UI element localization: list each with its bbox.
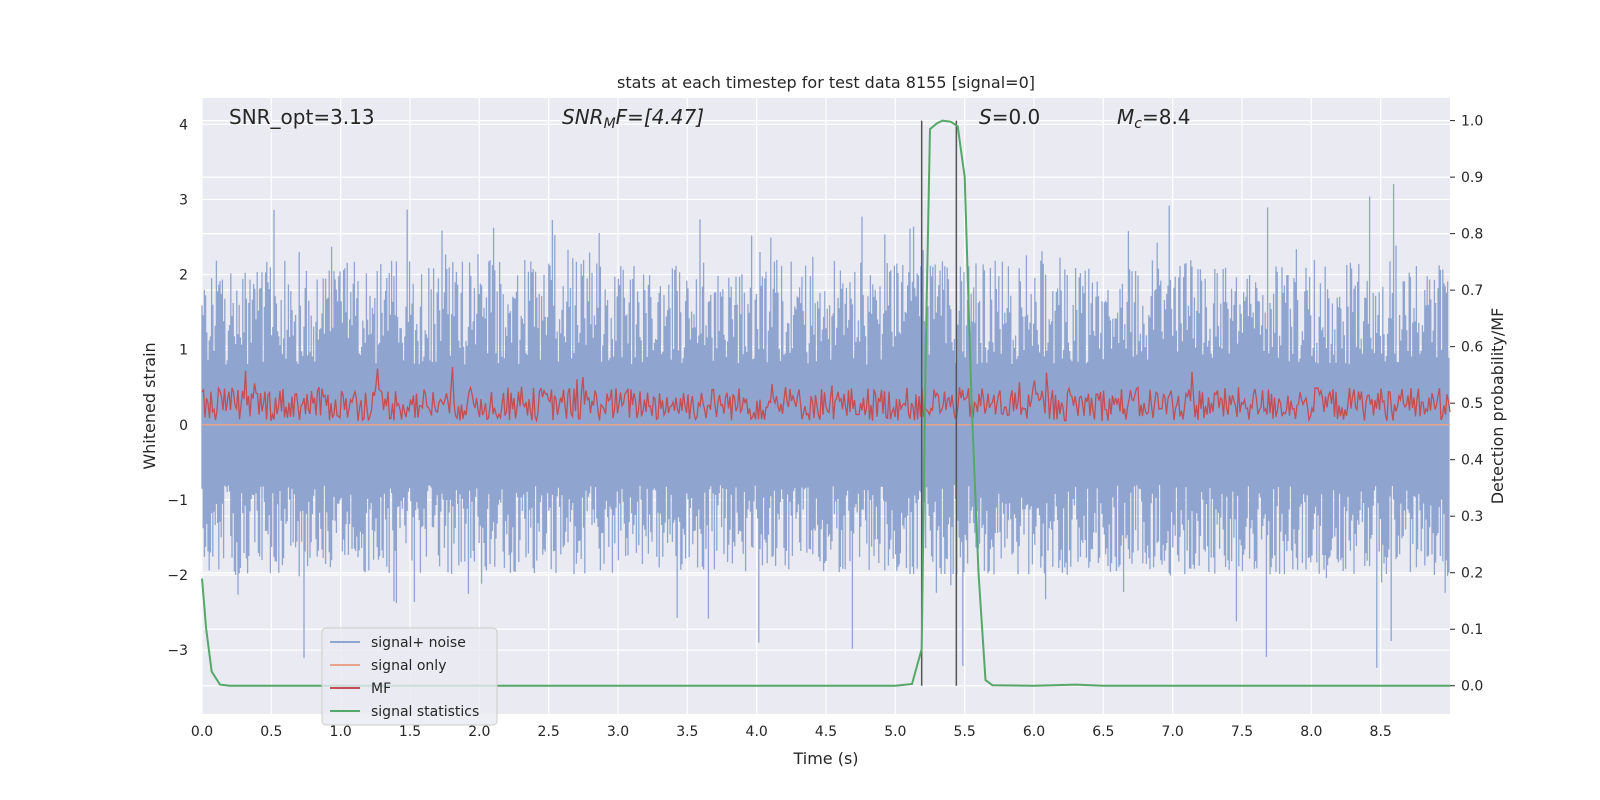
y-left-tick-label: 3	[179, 192, 188, 208]
chart-title: stats at each timestep for test data 815…	[617, 73, 1035, 92]
y-left-tick-label: −3	[167, 643, 188, 659]
y-right-tick-label: 0.9	[1461, 170, 1483, 186]
y-right-tick-label: 0.6	[1461, 340, 1483, 356]
mf-trace	[201, 366, 1451, 424]
y-left-tick-label: −2	[167, 568, 188, 584]
x-tick-label: 8.5	[1370, 724, 1392, 740]
x-tick-label: 6.0	[1023, 724, 1045, 740]
mc-italic: M	[1117, 105, 1134, 129]
annotation-snr-mf: SNRMF=[4.47]	[562, 105, 704, 132]
x-tick-label: 2.0	[468, 724, 490, 740]
annotation-mc: Mc=8.4	[1117, 105, 1191, 132]
x-tick-label: 0.0	[191, 724, 213, 740]
legend-label-signal-only: signal only	[371, 658, 446, 674]
x-tick-label: 1.5	[399, 724, 421, 740]
y-left-axis-ticks: 4 3 2 1 0 −1 −2 −3	[167, 117, 188, 659]
legend-label-signal-noise: signal+ noise	[371, 635, 466, 651]
s-rest: =0.0	[992, 105, 1041, 129]
y-left-tick-label: 1	[179, 343, 188, 359]
x-tick-label: 3.0	[607, 724, 629, 740]
signal-statistics-trace	[201, 119, 1450, 687]
snr-mf-rest: F=[4.47]	[616, 105, 704, 129]
series-signal-statistics	[201, 119, 1450, 687]
x-tick-label: 5.0	[884, 724, 906, 740]
y-left-tick-label: −1	[167, 493, 188, 509]
y-right-tick-label: 0.5	[1461, 396, 1483, 412]
x-tick-label: 3.5	[676, 724, 698, 740]
y-left-tick-label: 4	[179, 117, 188, 133]
mc-rest: =8.4	[1142, 105, 1191, 129]
x-axis-ticks: 0.0 0.5 1.0 1.5 2.0 2.5 3.0 3.5 4.0 4.5 5.0 5.5 6.0 6…	[191, 724, 1392, 740]
y-right-axis-ticks: 1.0 0.9 0.8 0.7 0.6 0.5 0.4 0.3 0.2 0.1 0.0	[1450, 114, 1483, 695]
legend: signal+ noise signal only MF signal stat…	[321, 627, 498, 726]
annotation-s: S=0.0	[979, 105, 1040, 129]
x-tick-label: 8.0	[1300, 724, 1322, 740]
annotation-snr-opt: SNR_opt=3.13	[229, 105, 375, 129]
x-tick-label: 6.5	[1092, 724, 1114, 740]
x-axis-label: Time (s)	[792, 749, 858, 768]
s-italic: S	[979, 105, 992, 129]
y-right-tick-label: 0.1	[1461, 622, 1483, 638]
y-right-tick-label: 1.0	[1461, 114, 1483, 130]
mc-sub: c	[1134, 116, 1142, 132]
x-tick-label: 4.0	[746, 724, 768, 740]
snr-mf-base: SNR	[562, 105, 604, 129]
y-left-tick-label: 0	[179, 418, 188, 434]
legend-label-mf: MF	[371, 681, 391, 697]
y-right-tick-label: 0.4	[1461, 453, 1483, 469]
y-left-axis-label: Whitened strain	[140, 342, 159, 469]
y-right-tick-label: 0.3	[1461, 509, 1483, 525]
x-tick-label: 7.5	[1231, 724, 1253, 740]
x-tick-label: 5.5	[954, 724, 976, 740]
y-right-tick-label: 0.8	[1461, 227, 1483, 243]
y-left-tick-label: 2	[179, 268, 188, 284]
y-right-axis-label: Detection probability/MF	[1488, 308, 1507, 505]
y-right-tick-label: 0.7	[1461, 283, 1483, 299]
legend-label-signal-statistics: signal statistics	[371, 704, 479, 720]
y-right-tick-label: 0.2	[1461, 566, 1483, 582]
x-tick-label: 4.5	[815, 724, 837, 740]
series-mf	[201, 366, 1451, 424]
x-tick-label: 2.5	[538, 724, 560, 740]
x-tick-label: 7.0	[1162, 724, 1184, 740]
x-tick-label: 0.5	[260, 724, 282, 740]
snr-mf-sub: M	[604, 116, 616, 132]
legend-box	[321, 627, 498, 726]
y-right-tick-label: 0.0	[1461, 679, 1483, 695]
x-tick-label: 1.0	[330, 724, 352, 740]
